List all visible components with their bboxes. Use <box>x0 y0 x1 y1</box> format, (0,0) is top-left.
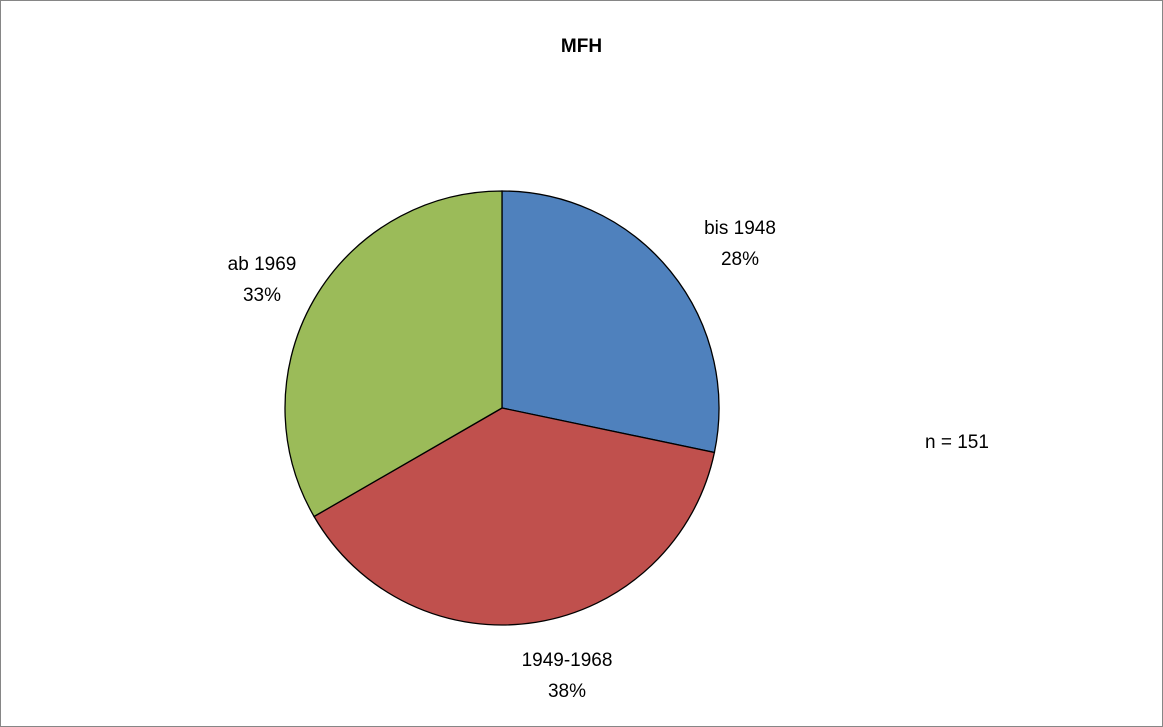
slice-category-label-1: 1949-1968 <box>522 650 613 671</box>
slice-percent-label-1: 38% <box>548 681 586 702</box>
slice-percent-label-0: 28% <box>721 249 759 270</box>
slice-category-label-2: ab 1969 <box>228 254 297 275</box>
pie-slice-0 <box>501 190 720 454</box>
pie-slice-1 <box>313 407 716 626</box>
sample-size-note: n = 151 <box>925 432 989 453</box>
slice-category-label-0: bis 1948 <box>704 218 776 239</box>
pie-slice-2 <box>284 190 503 518</box>
slice-percent-label-2: 33% <box>243 285 281 306</box>
chart-title: MFH <box>560 36 603 57</box>
